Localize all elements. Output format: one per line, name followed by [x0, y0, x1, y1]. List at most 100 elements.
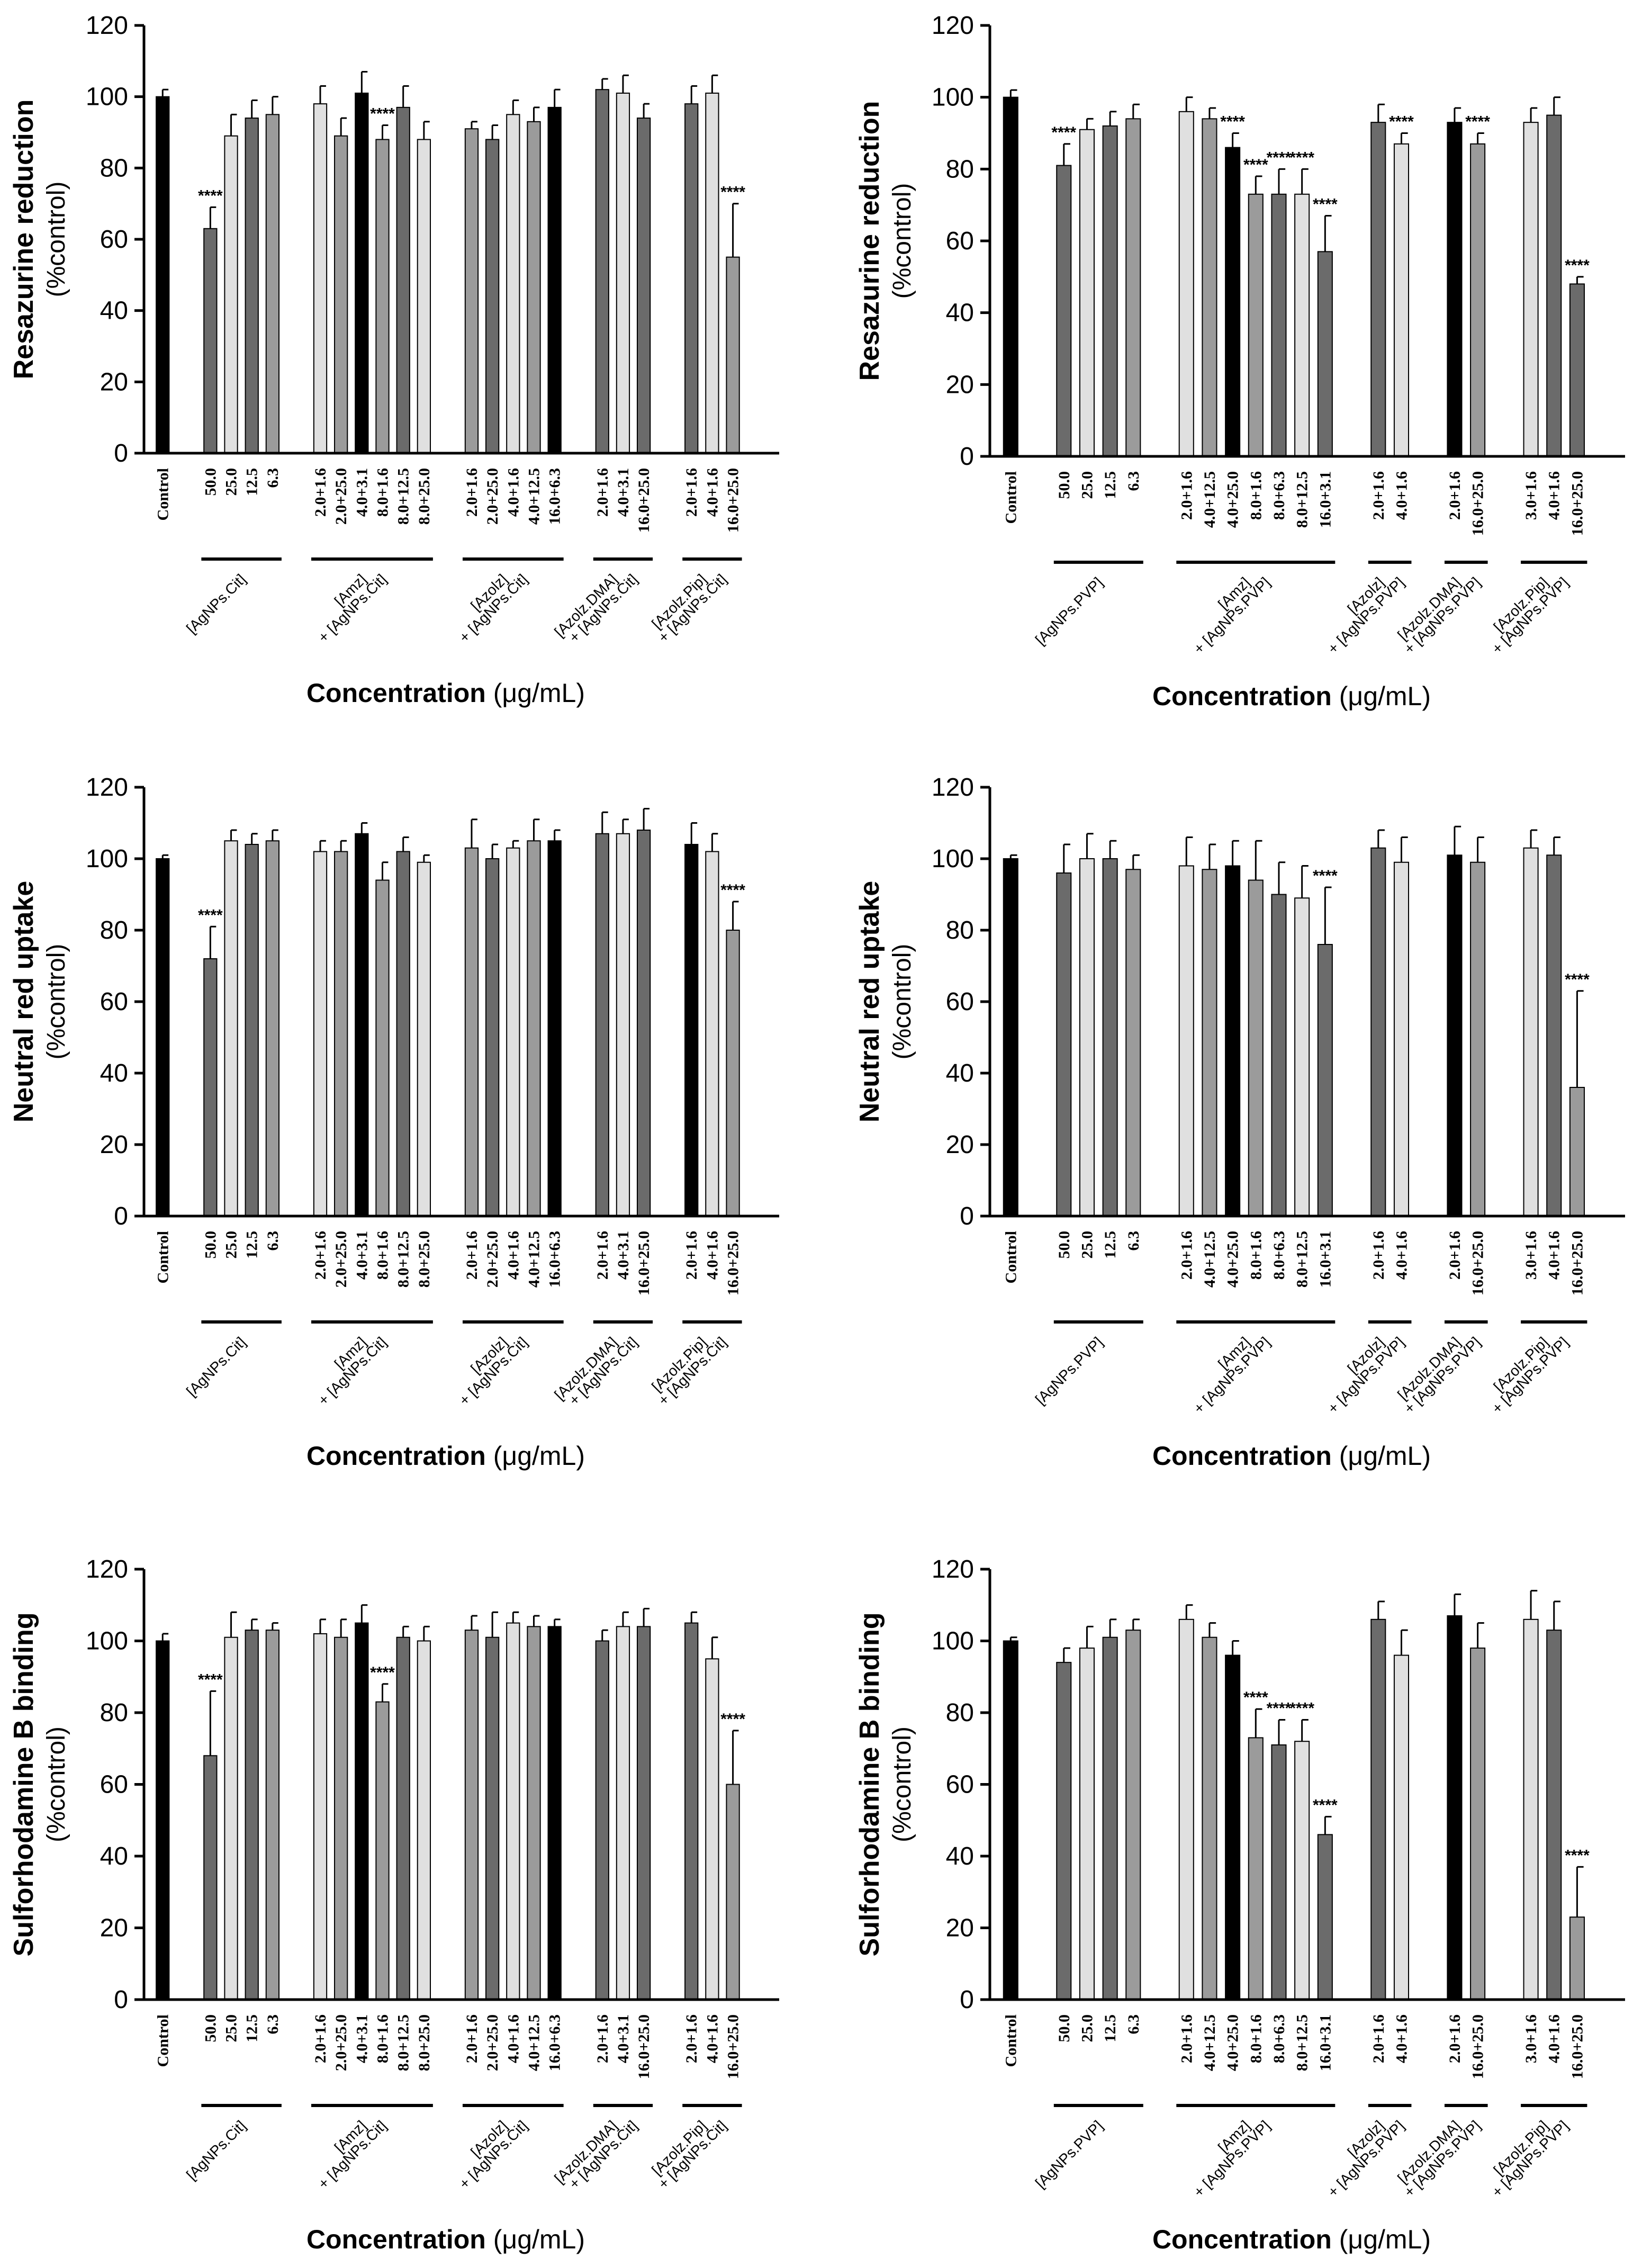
category-label: 2.0+25.0 — [484, 2014, 501, 2071]
x-axis-label-bold: Concentration — [1152, 2225, 1332, 2254]
category-label: 8.0+25.0 — [416, 1231, 433, 1288]
bar — [464, 847, 479, 1217]
bar — [375, 139, 390, 454]
bar — [595, 833, 609, 1217]
bar — [1003, 858, 1018, 1217]
bar — [1523, 1618, 1539, 2001]
category-label: 4.0+25.0 — [1224, 1231, 1242, 1288]
bar — [203, 228, 218, 454]
significance-label: **** — [720, 1711, 745, 1728]
bar — [464, 1630, 479, 2001]
bar — [313, 103, 328, 454]
bar — [1569, 283, 1585, 457]
y-axis-label: Resazurine reduction — [8, 100, 39, 380]
category-label: 4.0+3.1 — [353, 1231, 371, 1280]
bar — [1178, 1618, 1194, 2001]
bar — [265, 840, 280, 1217]
y-tick-label: 80 — [946, 155, 974, 183]
category-label: 8.0+6.3 — [1270, 1231, 1288, 1280]
category-label: 8.0+25.0 — [416, 2014, 433, 2071]
bar — [506, 114, 520, 454]
y-tick-label: 20 — [100, 368, 128, 396]
y-tick-label: 40 — [100, 1842, 128, 1870]
bar — [1225, 1654, 1241, 2001]
x-axis-label-unit: (μg/mL) — [1332, 681, 1431, 711]
y-tick-label: 120 — [932, 12, 974, 40]
chart-panel-1: 0 20 40 60 80 100 120 Resazurine reduction (%con… — [8, 12, 779, 708]
y-tick-label: 120 — [86, 12, 128, 40]
category-label: 16.0+6.3 — [546, 468, 564, 525]
y-tick-label: 0 — [114, 1986, 128, 2014]
category-label: 50.0 — [1055, 2014, 1073, 2042]
significance-label: **** — [1289, 149, 1314, 166]
category-label: 4.0+1.6 — [1546, 1231, 1563, 1280]
y-axis-sublabel: (%control) — [42, 182, 70, 298]
bar — [595, 89, 609, 454]
category-label: 4.0+3.1 — [353, 468, 371, 517]
bar — [1546, 1630, 1562, 2001]
y-tick-label: 100 — [932, 845, 974, 873]
bar — [1125, 1630, 1141, 2001]
bar — [396, 1636, 410, 2001]
bar — [1370, 122, 1386, 457]
significance-label: **** — [1465, 113, 1490, 131]
category-label: 4.0+3.1 — [615, 2014, 632, 2063]
category-label: 16.0+6.3 — [546, 2014, 564, 2071]
bar — [1470, 143, 1486, 457]
bar — [1202, 118, 1217, 457]
category-label: 16.0+25.0 — [1469, 1231, 1487, 1295]
bar — [1079, 858, 1095, 1217]
bar — [1202, 1636, 1217, 2001]
bar — [1317, 251, 1333, 457]
bar — [1056, 165, 1072, 457]
significance-label: **** — [1565, 1847, 1590, 1864]
bar — [1102, 1636, 1118, 2001]
category-label: 2.0+1.6 — [1370, 1231, 1387, 1280]
category-label: 8.0+1.6 — [1247, 471, 1265, 520]
bar — [527, 1626, 541, 2000]
category-label: 2.0+1.6 — [1178, 2014, 1195, 2063]
group-label: [AgNPs.PVP] — [1032, 2117, 1106, 2191]
bar — [527, 121, 541, 454]
significance-label: **** — [1051, 124, 1076, 141]
category-label: 16.0+25.0 — [635, 1231, 653, 1295]
y-tick-label: 80 — [100, 1699, 128, 1727]
group-label: [AgNPs.Cit] — [183, 1334, 249, 1399]
group-label: [AgNPs.PVP] — [1032, 574, 1106, 648]
bar — [156, 858, 170, 1217]
y-axis-sublabel: (%control) — [888, 183, 916, 299]
bar — [245, 118, 259, 454]
y-tick-label: 100 — [932, 1627, 974, 1655]
category-label: 8.0+1.6 — [1247, 2014, 1265, 2063]
bar — [547, 1626, 562, 2000]
bar — [684, 103, 699, 454]
y-tick-label: 60 — [946, 227, 974, 255]
bar — [224, 1636, 238, 2001]
category-label: 16.0+25.0 — [725, 1231, 742, 1295]
y-axis-label: Neutral red uptake — [8, 881, 39, 1123]
category-label: 2.0+1.6 — [1178, 471, 1195, 520]
bar — [1393, 143, 1410, 457]
significance-label: **** — [198, 1671, 223, 1688]
category-label: 50.0 — [202, 1231, 219, 1259]
significance-label: **** — [1243, 1689, 1268, 1706]
bar — [1370, 1618, 1386, 2001]
y-tick-label: 0 — [960, 1202, 974, 1230]
category-label: 6.3 — [264, 468, 282, 488]
category-label: 2.0+1.6 — [1446, 2014, 1464, 2063]
category-label: 4.0+1.6 — [504, 2014, 522, 2063]
y-tick-label: 80 — [100, 154, 128, 182]
x-axis-label-bold: Concentration — [306, 678, 486, 708]
category-label: 16.0+3.1 — [1316, 2014, 1334, 2071]
y-tick-label: 60 — [100, 1771, 128, 1799]
y-tick-label: 40 — [946, 1842, 974, 1870]
bar — [1317, 944, 1333, 1217]
bar — [245, 844, 259, 1217]
chart-panel-3: 0 20 40 60 80 100 120 Neutral red uptake (%contr… — [8, 773, 779, 1471]
bar — [355, 92, 369, 454]
bar — [1569, 1087, 1585, 1217]
category-label: Control — [154, 468, 172, 520]
significance-label: **** — [720, 184, 745, 201]
category-label: 16.0+25.0 — [1568, 1231, 1586, 1295]
x-axis-label-bold: Concentration — [1152, 1441, 1332, 1471]
